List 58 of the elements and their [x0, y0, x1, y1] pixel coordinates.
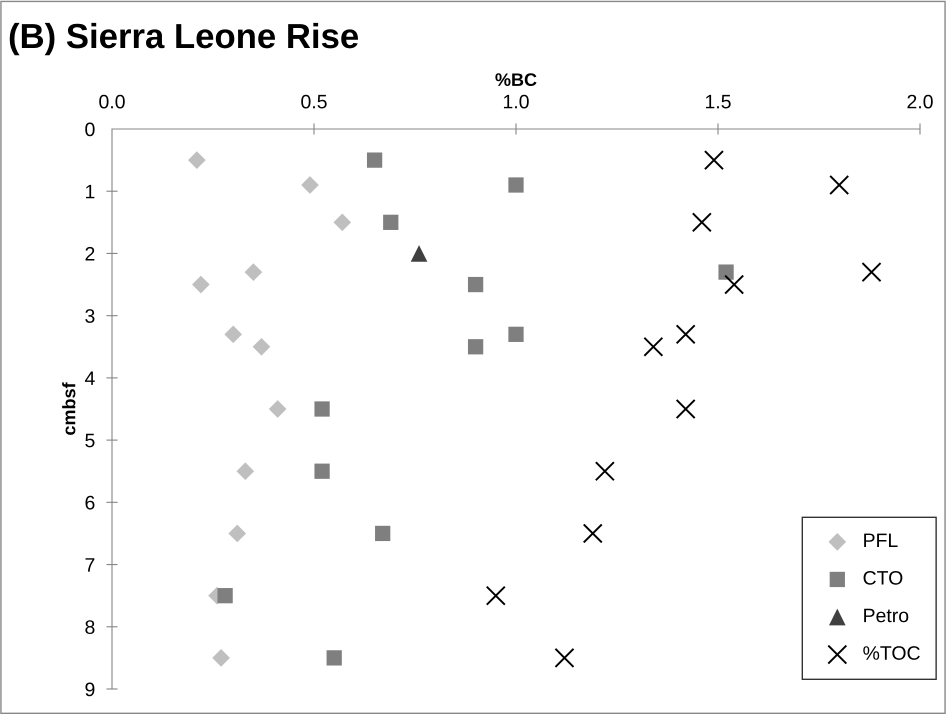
point	[224, 325, 242, 344]
point	[692, 212, 712, 232]
x-axis-title: %BC	[495, 73, 537, 86]
point	[704, 150, 724, 170]
point	[301, 176, 319, 194]
point	[314, 464, 330, 479]
point	[676, 398, 696, 420]
y-tick-label: 1	[86, 184, 94, 198]
point	[643, 336, 664, 357]
legend-label: Petro	[864, 608, 908, 622]
point	[508, 326, 524, 342]
legend-label: CTO	[864, 570, 902, 585]
x-tick-label: 0.0	[99, 94, 125, 108]
y-tick-label: 7	[86, 558, 94, 572]
x-tick-label: 1.0	[504, 94, 529, 108]
point	[468, 276, 484, 292]
point	[383, 214, 398, 230]
point	[718, 264, 734, 280]
y-tick-label: 9	[85, 682, 94, 696]
point	[217, 588, 233, 604]
x-tick-label: 0.5	[301, 94, 327, 108]
point	[486, 586, 506, 606]
point	[326, 650, 342, 666]
point	[676, 324, 696, 344]
y-tick-label: 3	[85, 309, 94, 323]
point	[375, 526, 390, 542]
y-tick-label: 5	[85, 434, 95, 448]
point	[508, 177, 524, 193]
point	[314, 401, 330, 417]
chart-title: (B) Sierra Leone Rise	[10, 22, 358, 56]
point	[582, 523, 603, 544]
point	[594, 461, 615, 482]
point	[212, 649, 230, 667]
y-tick-label: 2	[86, 246, 94, 260]
x-tick-label: 2.0	[907, 94, 933, 108]
point	[554, 648, 574, 668]
point	[724, 274, 744, 295]
point	[252, 338, 270, 356]
point	[244, 263, 262, 281]
legend-label: PFL	[864, 534, 898, 547]
point	[468, 339, 484, 354]
legend-label: %TOC	[863, 646, 920, 660]
y-tick-label: 4	[84, 372, 95, 385]
point	[228, 524, 246, 542]
point	[333, 213, 352, 232]
point	[862, 262, 882, 282]
point	[268, 400, 286, 418]
point	[366, 152, 382, 168]
y-tick-label: 8	[85, 620, 94, 634]
point	[188, 151, 206, 169]
y-tick-label: 6	[86, 496, 94, 510]
point	[236, 462, 254, 480]
y-tick-label: 0	[85, 122, 95, 136]
point	[829, 174, 850, 196]
point	[192, 276, 210, 294]
y-axis-title: cmbsf	[62, 382, 76, 435]
x-tick-label: 1.5	[706, 94, 731, 108]
point	[410, 245, 428, 262]
